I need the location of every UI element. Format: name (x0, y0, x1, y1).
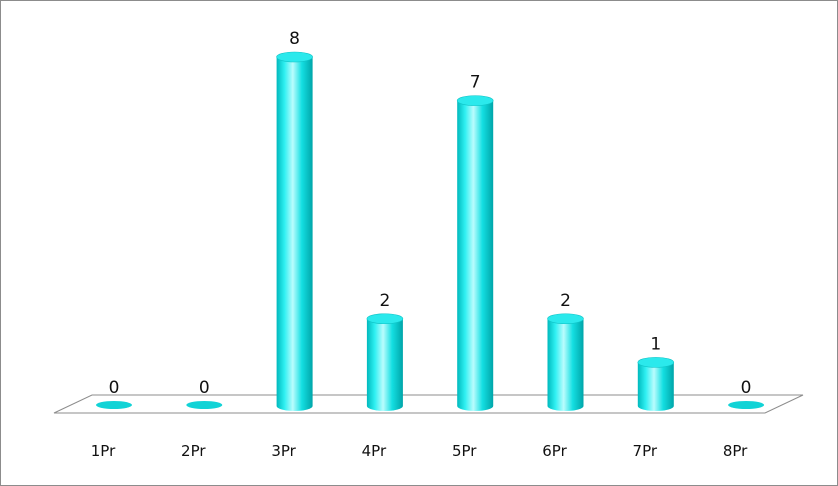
x-tick-label: 4Pr (362, 442, 387, 460)
bar-body (366, 318, 403, 411)
data-label: 0 (741, 378, 752, 398)
bar-top (186, 401, 223, 409)
bars-layer (96, 51, 765, 411)
bar-body (457, 100, 494, 411)
x-tick-label: 2Pr (181, 442, 206, 460)
x-tick-label: 5Pr (452, 442, 477, 460)
data-labels-layer: 0 0 8 2 7 2 1 0 (109, 29, 752, 398)
x-tick-label: 1Pr (91, 442, 116, 460)
bar-top (456, 95, 494, 106)
chart-floor (53, 394, 804, 414)
x-tick-label: 3Pr (271, 442, 296, 460)
bar-body (276, 57, 313, 411)
bar-top (637, 357, 675, 368)
bar (186, 401, 223, 409)
bar (276, 51, 313, 411)
tick-labels-layer: 1Pr 2Pr 3Pr 4Pr 5Pr 6Pr 7Pr 8Pr (91, 442, 748, 460)
bar-body (637, 362, 674, 411)
data-label: 1 (650, 334, 661, 354)
bar (728, 401, 765, 409)
x-tick-label: 8Pr (723, 442, 748, 460)
data-label: 2 (379, 291, 390, 311)
data-label: 7 (470, 73, 481, 93)
bar-top (728, 401, 765, 409)
bar-top (276, 51, 313, 63)
x-tick-label: 6Pr (542, 442, 567, 460)
bar-body (547, 318, 584, 411)
data-label: 8 (289, 29, 300, 49)
bar (456, 95, 494, 411)
bar (96, 401, 132, 409)
bar-top (547, 313, 584, 325)
bar (547, 313, 584, 411)
data-label: 2 (560, 291, 571, 311)
bar (366, 313, 404, 411)
bar-top (96, 401, 132, 409)
x-tick-label: 7Pr (633, 442, 658, 460)
bar (637, 357, 675, 411)
bar-top (366, 313, 404, 325)
data-label: 0 (199, 378, 210, 398)
data-label: 0 (109, 378, 120, 398)
